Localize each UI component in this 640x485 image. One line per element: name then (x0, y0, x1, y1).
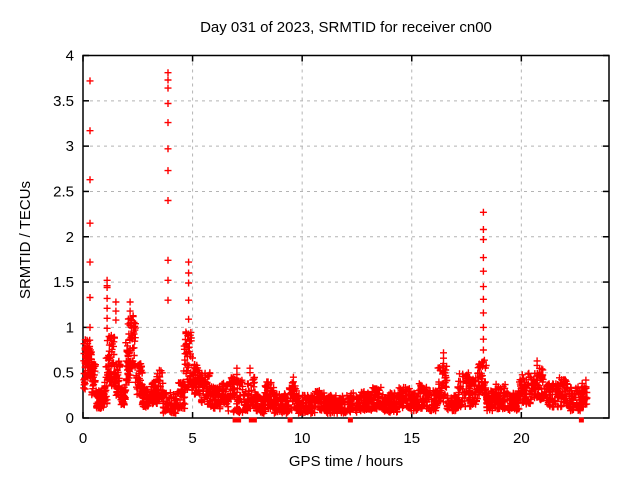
zero-value-point (236, 417, 242, 423)
grid-lines (83, 55, 609, 418)
y-tick-label: 3.5 (53, 93, 74, 110)
x-tick-label: 5 (188, 430, 196, 447)
zero-value-point (578, 417, 584, 423)
y-tick-label: 0 (66, 410, 74, 427)
zero-value-point (347, 417, 353, 423)
y-tick-label: 3 (66, 138, 74, 155)
x-axis-label: GPS time / hours (289, 453, 403, 470)
zero-value-point (287, 417, 293, 423)
y-axis-label: SRMTID / TECUs (17, 181, 34, 299)
y-tick-label: 2 (66, 229, 74, 246)
x-tick-label: 10 (294, 430, 311, 447)
y-tick-label: 4 (66, 48, 74, 65)
zero-value-point (232, 417, 238, 423)
srmtid-points (80, 69, 591, 417)
y-tick-label: 0.5 (53, 365, 74, 382)
y-tick-label: 1 (66, 319, 74, 336)
tick-labels: 0 5 10 15 20 0 0.5 1 1.5 2 2.5 3 3.5 4 (53, 48, 530, 448)
x-tick-label: 20 (513, 430, 530, 447)
y-tick-label: 2.5 (53, 183, 74, 200)
data-points (80, 69, 591, 423)
zero-value-point (251, 417, 257, 423)
y-tick-label: 1.5 (53, 274, 74, 291)
x-tick-label: 15 (403, 430, 420, 447)
chart-title: Day 031 of 2023, SRMTID for receiver cn0… (200, 19, 492, 36)
x-tick-label: 0 (79, 430, 87, 447)
zero-value-point (248, 417, 254, 423)
